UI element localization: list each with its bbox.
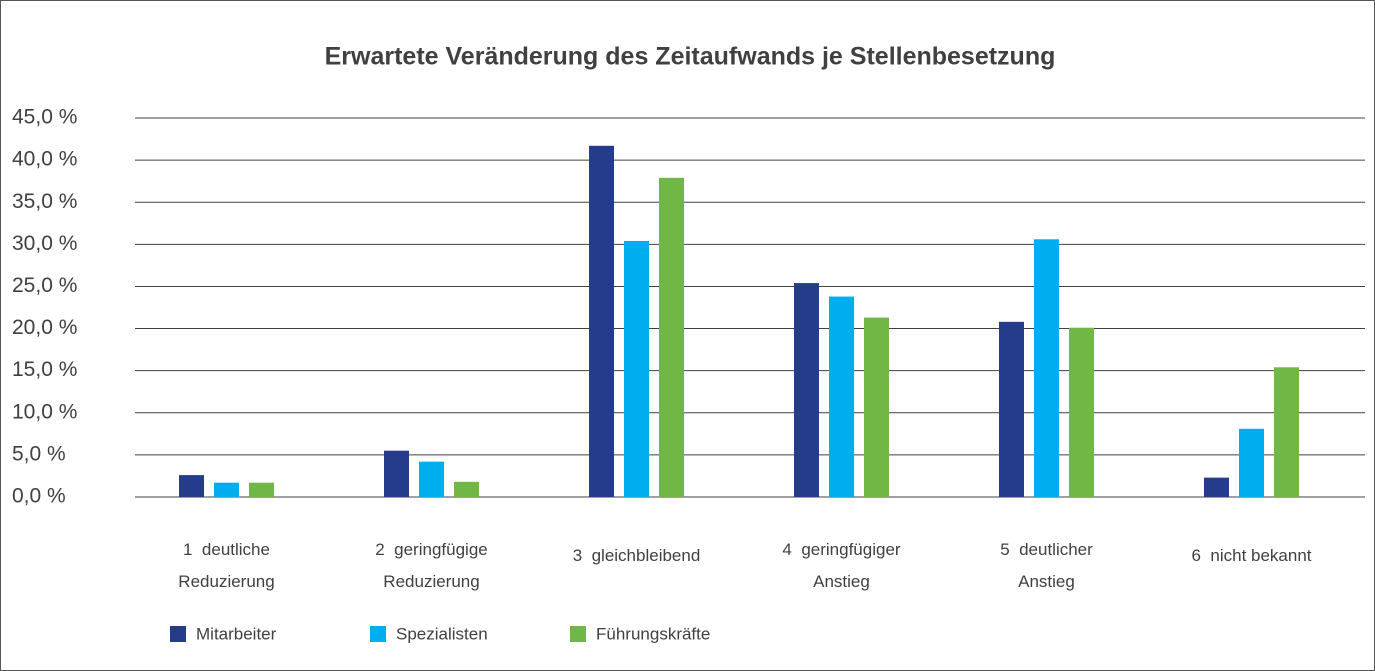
bar <box>454 481 479 497</box>
chart-title: Erwartete Veränderung des Zeitaufwands j… <box>325 43 1056 71</box>
legend-label: Führungskräfte <box>596 624 710 643</box>
x-tick-label: 6 nicht bekannt <box>1191 546 1311 565</box>
y-tick-label: 20,0 % <box>12 316 77 339</box>
legend-swatch <box>370 626 386 642</box>
bar <box>1034 239 1059 497</box>
bar <box>249 482 274 497</box>
bar <box>864 317 889 497</box>
legend-label: Mitarbeiter <box>196 624 277 643</box>
bar <box>659 177 684 497</box>
bar <box>214 482 239 497</box>
y-tick-label: 45,0 % <box>12 106 77 129</box>
bar <box>419 461 444 497</box>
bar <box>999 321 1024 497</box>
y-tick-label: 5,0 % <box>12 442 66 465</box>
y-tick-label: 30,0 % <box>12 232 77 255</box>
bar <box>179 475 204 497</box>
y-tick-label: 15,0 % <box>12 358 77 381</box>
bar <box>1204 477 1229 497</box>
y-tick-label: 10,0 % <box>12 400 77 423</box>
y-tick-label: 25,0 % <box>12 274 77 297</box>
bar <box>384 450 409 497</box>
bar <box>829 296 854 497</box>
legend-swatch <box>570 626 586 642</box>
x-tick-label: 1 deutliche Reduzierung <box>178 540 274 591</box>
x-tick-label: 2 geringfügige Reduzierung <box>375 540 487 591</box>
x-tick-label: 3 gleichbleibend <box>573 546 701 565</box>
legend-swatch <box>170 626 186 642</box>
bar <box>1274 367 1299 497</box>
bar <box>624 240 649 497</box>
x-tick-label: 5 deutlicher Anstieg <box>1000 540 1093 591</box>
y-tick-label: 40,0 % <box>12 148 77 171</box>
y-tick-label: 35,0 % <box>12 190 77 213</box>
y-tick-label: 0,0 % <box>12 485 66 508</box>
legend-label: Spezialisten <box>396 624 488 643</box>
bar <box>589 145 614 497</box>
bar <box>1069 327 1094 497</box>
x-tick-label: 4 geringfügiger Anstieg <box>782 540 900 591</box>
bar <box>1239 428 1264 497</box>
bar <box>794 283 819 497</box>
